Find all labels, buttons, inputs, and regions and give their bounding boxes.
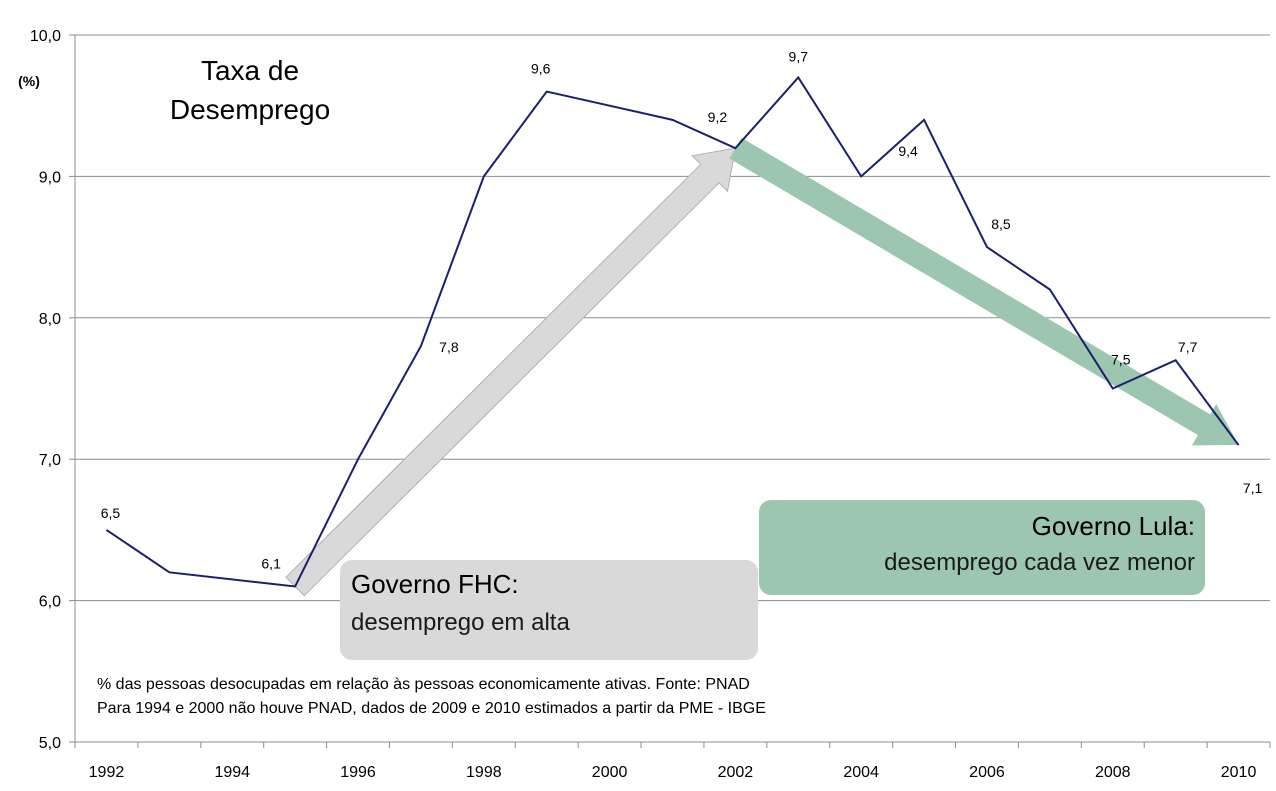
footnote-source: % das pessoas desocupadas em relação às … xyxy=(97,676,750,693)
y-tick-label: 5,0 xyxy=(39,735,61,752)
x-tick-label: 2008 xyxy=(1095,764,1131,781)
x-tick-label: 1998 xyxy=(466,764,502,781)
data-label: 9,4 xyxy=(898,143,918,159)
data-label: 9,7 xyxy=(789,48,809,64)
y-axis-unit: (%) xyxy=(18,73,40,89)
lula-annotation-title: Governo Lula: xyxy=(1032,511,1195,541)
lula-annotation-box xyxy=(759,500,1205,595)
fhc-annotation-title: Governo FHC: xyxy=(351,569,519,599)
data-label: 6,5 xyxy=(101,505,121,521)
x-tick-label: 2006 xyxy=(969,764,1005,781)
fhc-annotation-box xyxy=(340,560,758,660)
data-label: 9,6 xyxy=(531,61,551,77)
y-tick-label: 9,0 xyxy=(39,169,61,186)
chart-title-line-2: Desemprego xyxy=(170,94,330,125)
y-tick-label: 6,0 xyxy=(39,594,61,611)
x-tick-label: 1994 xyxy=(214,764,250,781)
data-label: 8,5 xyxy=(991,216,1011,232)
data-label: 7,7 xyxy=(1178,339,1198,355)
y-tick-label: 8,0 xyxy=(39,311,61,328)
x-tick-label: 2002 xyxy=(718,764,754,781)
x-tick-label: 2000 xyxy=(592,764,628,781)
x-tick-label: 2004 xyxy=(843,764,879,781)
data-label: 7,8 xyxy=(439,339,459,355)
annotation-arrows xyxy=(285,137,1239,597)
data-label: 9,2 xyxy=(708,109,728,125)
series-line xyxy=(105,75,1240,588)
y-tick-label: 10,0 xyxy=(30,28,61,45)
lula-annotation-subtitle: desemprego cada vez menor xyxy=(884,549,1195,576)
data-labels: 6,5 6,1 7,8 9,6 9,2 9,7 9,4 8,5 7,5 7,7 7,1 xyxy=(101,48,1263,571)
series-line-layer xyxy=(105,75,1240,588)
chart-title-line-1: Taxa de xyxy=(201,55,299,86)
fhc-trend-arrow xyxy=(285,147,737,597)
fhc-annotation-subtitle: desemprego em alta xyxy=(351,609,570,636)
data-label: 7,5 xyxy=(1111,352,1131,368)
footnote-methodology: Para 1994 e 2000 não houve PNAD, dados d… xyxy=(97,700,766,717)
x-tick-label: 1992 xyxy=(89,764,125,781)
x-tick-label: 1996 xyxy=(340,764,376,781)
data-label: 6,1 xyxy=(261,555,281,571)
lula-trend-arrow xyxy=(729,137,1239,446)
y-tick-label: 7,0 xyxy=(39,452,61,469)
axes: 10,0 9,0 8,0 7,0 6,0 5,0 1992 1994 1996 1998 2000 2… xyxy=(30,28,1271,781)
x-tick-label: 2010 xyxy=(1221,764,1257,781)
data-label: 7,1 xyxy=(1243,480,1263,496)
